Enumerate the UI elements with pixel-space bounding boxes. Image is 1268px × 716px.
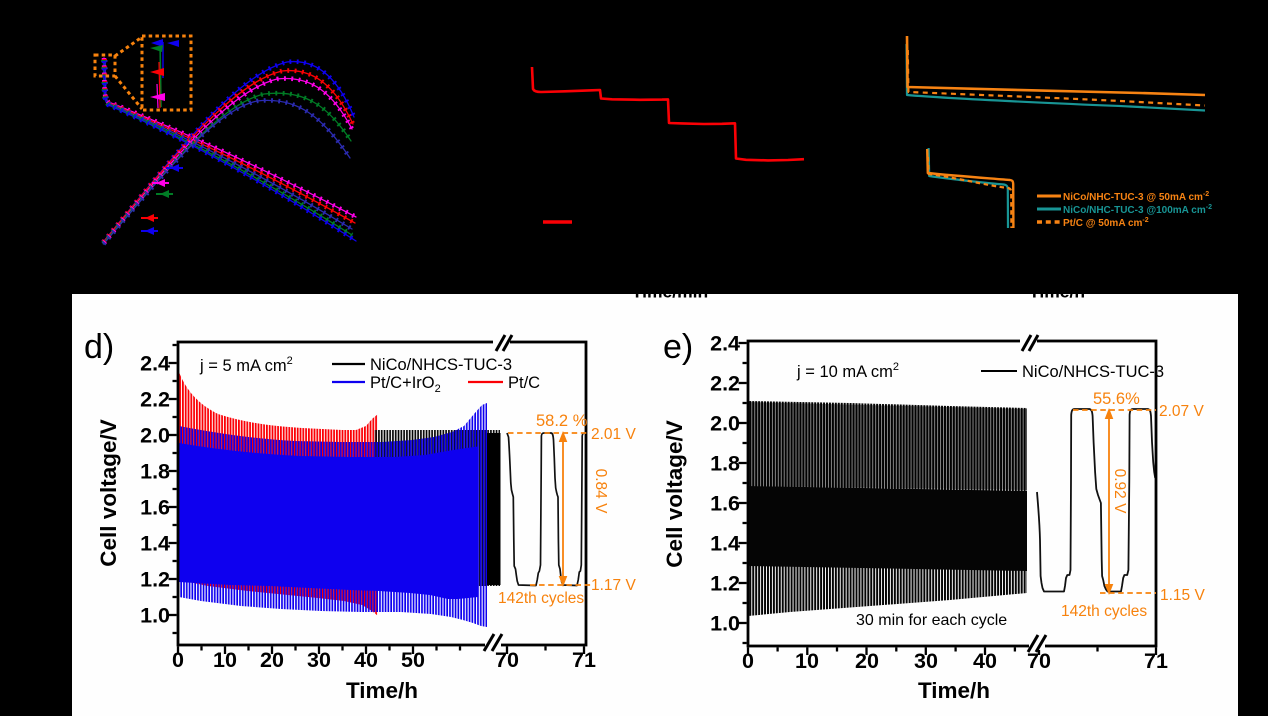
- svg-text:30: 30: [914, 649, 938, 673]
- svg-text:Time/min: Time/min: [632, 282, 709, 302]
- svg-text:40: 40: [973, 649, 997, 673]
- svg-text:j = 10 mA cm2: j = 10 mA cm2: [796, 361, 899, 381]
- svg-text:2.07 V: 2.07 V: [1159, 403, 1204, 420]
- svg-text:2.4: 2.4: [140, 352, 170, 376]
- svg-text:j = 5 mA cm2: j = 5 mA cm2: [199, 355, 293, 375]
- svg-text:70: 70: [495, 648, 519, 672]
- svg-text:30 min for each cycle: 30 min for each cycle: [856, 612, 1007, 629]
- svg-text:10: 10: [213, 648, 237, 672]
- svg-text:0.84 V: 0.84 V: [592, 469, 609, 514]
- svg-text:NiCo/NHCS-TUC-3: NiCo/NHCS-TUC-3: [370, 356, 512, 374]
- svg-text:0.92 V: 0.92 V: [1111, 469, 1128, 514]
- svg-text:10: 10: [795, 649, 819, 673]
- svg-text:Cell voltage/V: Cell voltage/V: [96, 419, 121, 567]
- svg-text:2.4: 2.4: [710, 332, 740, 356]
- svg-text:1.0: 1.0: [710, 612, 740, 636]
- svg-text:20: 20: [855, 649, 879, 673]
- svg-text:Cell voltage/V: Cell voltage/V: [662, 420, 687, 568]
- svg-text:1.6: 1.6: [710, 492, 740, 516]
- svg-text:30: 30: [307, 648, 331, 672]
- svg-text:Time/h: Time/h: [1029, 282, 1085, 302]
- svg-text:71: 71: [572, 648, 596, 672]
- svg-text:NiCo/NHCS-TUC-3: NiCo/NHCS-TUC-3: [1022, 363, 1164, 381]
- svg-text:2.01 V: 2.01 V: [591, 426, 636, 443]
- svg-text:1.6: 1.6: [140, 496, 170, 520]
- svg-text:Time/h: Time/h: [918, 678, 990, 703]
- svg-text:70: 70: [1027, 649, 1051, 673]
- svg-text:1.15 V: 1.15 V: [1160, 587, 1205, 604]
- svg-text:0: 0: [742, 649, 754, 673]
- svg-text:142th cycles: 142th cycles: [498, 590, 584, 607]
- svg-text:55.6%: 55.6%: [1093, 390, 1140, 408]
- svg-text:2.0: 2.0: [710, 412, 740, 436]
- svg-text:1.2: 1.2: [140, 568, 170, 592]
- svg-text:142th cycles: 142th cycles: [1061, 603, 1147, 620]
- svg-text:Pt/C: Pt/C: [508, 374, 540, 392]
- svg-text:NiCo/NHC-TUC-3 @100mA cm-2: NiCo/NHC-TUC-3 @100mA cm-2: [1063, 204, 1212, 216]
- svg-text:Pt/C @ 50mA cm-2: Pt/C @ 50mA cm-2: [1063, 217, 1149, 229]
- svg-text:40: 40: [354, 648, 378, 672]
- svg-text:2.2: 2.2: [710, 372, 740, 396]
- svg-text:1.2: 1.2: [710, 572, 740, 596]
- svg-text:e): e): [663, 328, 693, 366]
- svg-text:1.4: 1.4: [140, 532, 170, 556]
- svg-text:2.0: 2.0: [140, 424, 170, 448]
- svg-text:1.0: 1.0: [140, 604, 170, 628]
- svg-text:2.2: 2.2: [140, 388, 170, 412]
- svg-text:1.8: 1.8: [140, 460, 170, 484]
- svg-text:1.17 V: 1.17 V: [591, 577, 636, 594]
- svg-text:NiCo/NHC-TUC-3 @ 50mA cm-2: NiCo/NHC-TUC-3 @ 50mA cm-2: [1063, 191, 1209, 203]
- svg-text:1.8: 1.8: [710, 452, 740, 476]
- svg-text:0: 0: [172, 648, 184, 672]
- svg-text:50: 50: [401, 648, 425, 672]
- svg-text:71: 71: [1144, 649, 1168, 673]
- svg-text:20: 20: [260, 648, 284, 672]
- svg-text:Pt/C+IrO2: Pt/C+IrO2: [370, 374, 441, 395]
- svg-text:1.4: 1.4: [710, 532, 740, 556]
- svg-text:d): d): [84, 328, 114, 366]
- svg-text:Time/h: Time/h: [346, 678, 418, 703]
- svg-text:58.2 %: 58.2 %: [536, 412, 588, 430]
